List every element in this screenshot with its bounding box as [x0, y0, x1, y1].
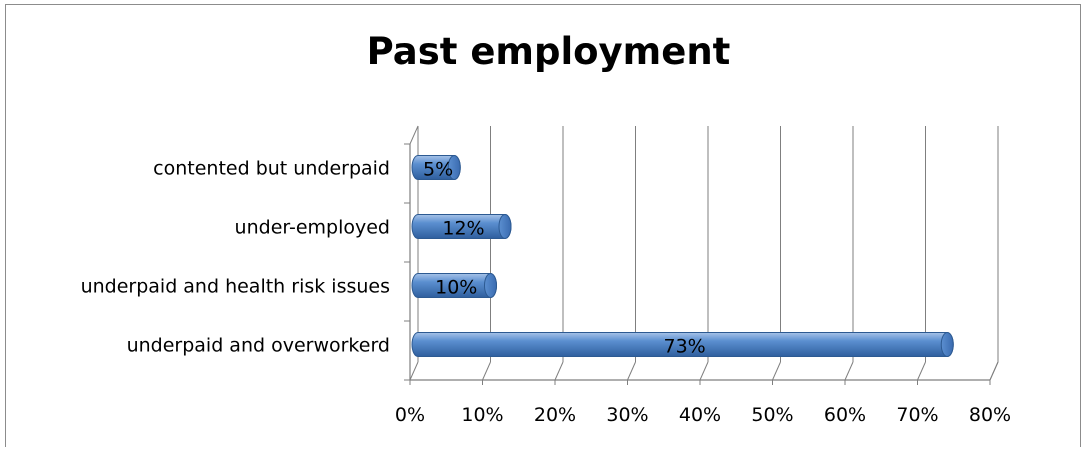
- x-tick-label: 10%: [461, 404, 503, 426]
- floor-gridline: [482, 361, 491, 381]
- floor-gridline: [409, 361, 419, 381]
- labels: 0% 10% 20% 30% 40% 50% 60% 70% 80% 5% contented bu…: [81, 158, 1012, 427]
- chart-title: Past employment: [366, 30, 731, 73]
- x-tick-label: 80%: [969, 404, 1011, 426]
- category-label: contented but underpaid: [153, 158, 390, 180]
- x-tick-label: 60%: [824, 404, 866, 426]
- floor-gridline: [554, 361, 564, 381]
- x-tick-label: 30%: [606, 404, 648, 426]
- bar-cap: [498, 214, 512, 239]
- floor-gridline: [627, 361, 636, 381]
- bar-cap: [940, 332, 954, 357]
- floor-gridline: [699, 361, 709, 381]
- data-label: 73%: [664, 336, 706, 358]
- data-label: 5%: [423, 159, 453, 181]
- category-label: underpaid and health risk issues: [81, 276, 390, 298]
- x-tick-label: 70%: [896, 404, 938, 426]
- data-label: 10%: [435, 277, 477, 299]
- bar-cap: [447, 155, 461, 180]
- bars: [411, 155, 954, 357]
- floor-right-edge: [989, 361, 999, 381]
- x-tick-label: 50%: [751, 404, 793, 426]
- grid-lines: [409, 126, 999, 381]
- wall-top-edge: [409, 125, 419, 145]
- floor-gridline: [772, 361, 781, 381]
- floor-gridline: [844, 361, 854, 381]
- x-tick-label: 20%: [534, 404, 576, 426]
- axes: [404, 125, 999, 385]
- bar-cap: [484, 273, 497, 298]
- chart-frame: [5, 4, 1081, 447]
- data-label: 12%: [442, 218, 484, 240]
- category-label: underpaid and overworkerd: [127, 335, 390, 357]
- x-tick-label: 40%: [679, 404, 721, 426]
- x-tick-label: 0%: [395, 404, 425, 426]
- category-label: under-employed: [235, 217, 390, 239]
- floor-gridline: [917, 361, 926, 381]
